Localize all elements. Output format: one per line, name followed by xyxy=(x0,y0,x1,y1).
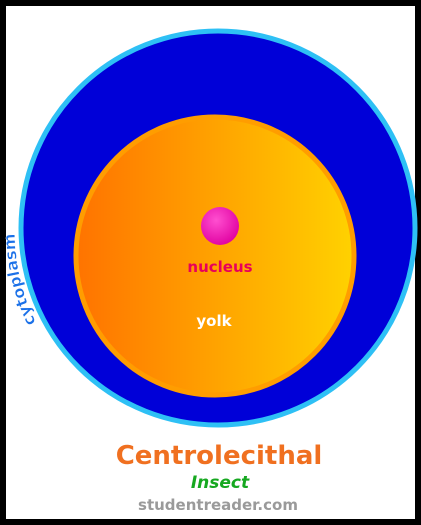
caption-subtitle: Insect xyxy=(191,473,250,493)
diagram: cytoplasm nucleus yolk Centrolecithal In… xyxy=(0,0,421,525)
nucleus-label: nucleus xyxy=(187,258,252,276)
caption-source: studentreader.com xyxy=(138,496,298,514)
caption-title: Centrolecithal xyxy=(116,441,323,471)
nucleus-circle xyxy=(201,207,239,245)
yolk-label: yolk xyxy=(196,312,232,330)
yolk-circle xyxy=(76,117,354,395)
